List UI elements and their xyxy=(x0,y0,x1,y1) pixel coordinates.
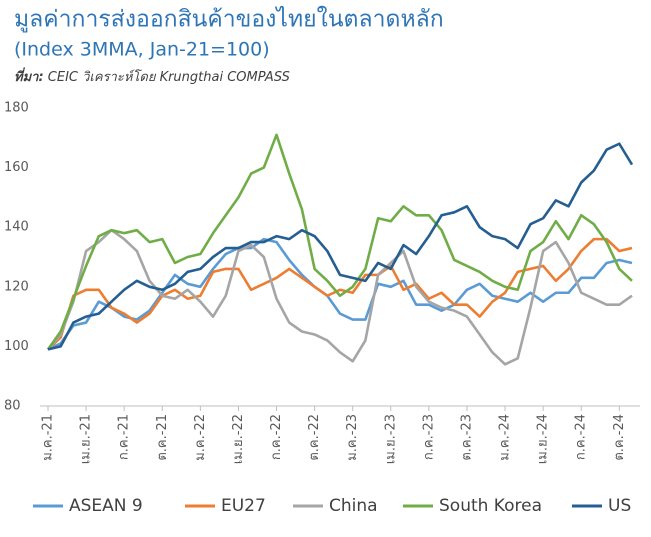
x-tick-label: เม.ย.-22 xyxy=(231,414,246,464)
legend-label: China xyxy=(329,496,378,516)
x-tick-label: ม.ค.-21 xyxy=(41,414,56,461)
x-tick-label: ก.ค.-21 xyxy=(117,414,132,460)
x-tick-label: เม.ย.-24 xyxy=(536,414,551,464)
x-tick-label: ต.ค.-24 xyxy=(612,414,627,461)
legend-label: US xyxy=(608,496,631,516)
x-tick-label: ม.ค.-22 xyxy=(193,414,208,461)
series-line xyxy=(47,142,634,351)
series-line xyxy=(47,237,633,351)
y-tick-label: 160 xyxy=(4,160,29,175)
x-tick-label: ก.ค.-23 xyxy=(421,414,436,460)
legend-label: EU27 xyxy=(221,496,266,516)
y-tick-label: 100 xyxy=(4,339,29,354)
x-tick-label: เม.ย.-23 xyxy=(383,414,398,464)
y-tick-label: 180 xyxy=(4,101,29,116)
series-line xyxy=(46,133,633,351)
x-tick-label: ม.ค.-24 xyxy=(498,414,513,461)
x-tick-label: ต.ค.-23 xyxy=(459,414,474,461)
source-text: CEIC วิเคราะห์โดย Krungthai COMPASS xyxy=(48,69,290,85)
series-line xyxy=(47,228,633,366)
x-tick-label: ต.ค.-21 xyxy=(155,414,170,461)
legend-label: ASEAN 9 xyxy=(69,496,143,516)
source-label: ที่มา: xyxy=(14,67,44,85)
x-tick-label: เม.ย.-21 xyxy=(79,414,94,464)
source: ที่มา: CEIC วิเคราะห์โดย Krungthai COMPA… xyxy=(14,67,290,85)
series-line xyxy=(47,237,633,351)
y-tick-label: 80 xyxy=(4,399,21,414)
x-tick-label: ก.ค.-22 xyxy=(269,414,284,460)
chart-title: มูลค่าการส่งออกสินค้าของไทยในตลาดหลัก xyxy=(14,6,444,33)
x-tick-label: ม.ค.-23 xyxy=(345,414,360,461)
y-tick-label: 120 xyxy=(4,279,29,294)
chart-subtitle: (Index 3MMA, Jan-21=100) xyxy=(14,39,270,61)
legend-label: South Korea xyxy=(439,496,542,516)
x-tick-label: ก.ค.-24 xyxy=(574,414,589,460)
x-tick-label: ต.ค.-22 xyxy=(307,414,322,461)
y-tick-label: 140 xyxy=(4,220,29,235)
